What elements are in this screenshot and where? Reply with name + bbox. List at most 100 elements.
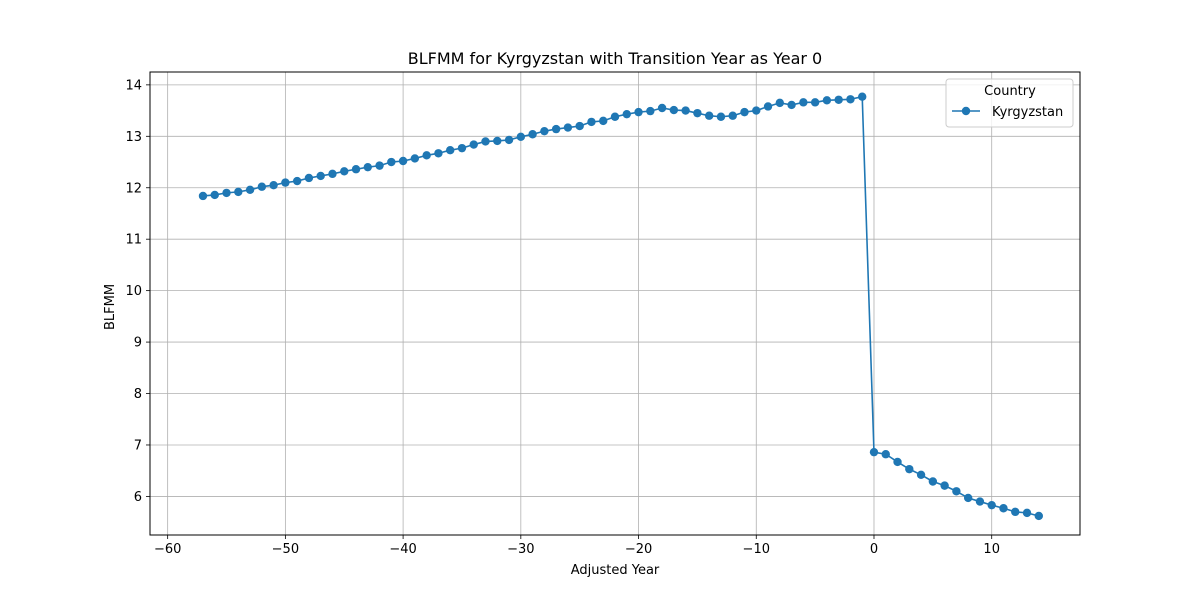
data-point (292, 176, 302, 186)
data-point (363, 162, 372, 172)
y-tick-label: 11 (125, 233, 142, 248)
data-point (563, 123, 573, 132)
y-tick-label: 8 (134, 387, 142, 402)
x-tick-label: −50 (272, 542, 299, 557)
data-point (740, 107, 749, 117)
data-point (551, 124, 561, 134)
data-point (257, 182, 267, 191)
data-point (858, 92, 867, 101)
data-point (504, 135, 514, 145)
data-point (716, 112, 726, 121)
y-tick-label: 14 (125, 78, 142, 93)
data-point (575, 121, 584, 131)
data-point (681, 106, 690, 115)
data-point (752, 106, 761, 115)
legend-box (945, 78, 1074, 128)
series-layer (198, 92, 1043, 521)
data-point (516, 132, 526, 142)
data-point (198, 191, 208, 201)
y-tick-label: 13 (125, 130, 142, 145)
y-tick-label: 6 (134, 490, 142, 505)
x-tick-label: 0 (870, 542, 878, 557)
chart-title: BLFMM for Kyrgyzstan with Transition Yea… (408, 49, 822, 68)
x-tick-label: −30 (507, 542, 534, 557)
legend-marker-sample (961, 106, 971, 116)
y-axis-label: BLFMM (103, 284, 118, 330)
grid (150, 72, 1080, 535)
data-point (328, 169, 337, 179)
data-point (940, 481, 949, 490)
data-point (810, 98, 820, 107)
plot-area-frame (149, 71, 1081, 536)
data-point (245, 185, 255, 195)
data-point (928, 477, 938, 486)
data-point (846, 95, 855, 104)
data-point (763, 102, 773, 111)
data-point (469, 140, 478, 149)
data-point (669, 105, 679, 115)
data-point (610, 112, 620, 121)
data-point (1011, 507, 1020, 517)
data-point (1022, 508, 1032, 518)
y-tick-label: 10 (125, 284, 142, 299)
x-tick-label: −60 (154, 542, 181, 557)
data-point (693, 108, 702, 118)
data-point (304, 173, 314, 183)
data-point (222, 188, 231, 198)
data-point (375, 161, 384, 170)
legend: Country Kyrgyzstan (945, 78, 1074, 128)
data-point (445, 145, 455, 155)
data-point (210, 190, 219, 200)
data-point (869, 447, 879, 457)
data-point (657, 103, 667, 113)
x-tick-label: −40 (389, 542, 416, 557)
x-axis-label: Adjusted Year (571, 563, 660, 578)
data-point (999, 504, 1008, 513)
data-point (646, 106, 655, 116)
data-point (434, 149, 443, 158)
data-point (987, 500, 996, 510)
data-point (634, 107, 643, 117)
data-point (410, 154, 420, 163)
data-point (963, 493, 973, 503)
data-point (234, 187, 243, 197)
data-point (704, 111, 714, 120)
data-point (398, 156, 408, 166)
y-axis: 6 7 8 9 10 11 12 13 14 (125, 78, 150, 505)
data-point (799, 98, 808, 107)
data-point (493, 136, 502, 146)
data-point (340, 167, 349, 176)
data-point (351, 165, 361, 174)
data-point (481, 137, 490, 146)
data-point (787, 100, 796, 110)
data-point (775, 98, 785, 108)
data-point (822, 96, 832, 105)
data-point (269, 180, 278, 190)
data-point (540, 126, 549, 136)
legend-title: Country (984, 84, 1036, 99)
data-point (528, 130, 537, 139)
y-tick-label: 7 (134, 438, 142, 453)
data-point (457, 143, 467, 153)
legend-entry-label: Kyrgyzstan (992, 105, 1063, 120)
data-point (893, 457, 902, 467)
data-point (881, 450, 890, 459)
data-point (834, 95, 843, 104)
x-axis: −60 −50 −40 −30 −20 −10 0 10 (154, 535, 1000, 557)
data-point (905, 464, 914, 474)
x-tick-label: −20 (625, 542, 652, 557)
data-point (387, 157, 396, 167)
data-point (975, 497, 985, 506)
x-tick-label: −10 (743, 542, 770, 557)
data-point (316, 171, 325, 181)
data-point (728, 111, 737, 120)
data-point (422, 151, 431, 160)
y-tick-label: 9 (134, 336, 142, 351)
y-tick-label: 12 (125, 181, 142, 196)
data-point (587, 117, 596, 127)
data-point (281, 178, 290, 187)
x-tick-label: 10 (983, 542, 1000, 557)
data-point (1034, 511, 1043, 521)
